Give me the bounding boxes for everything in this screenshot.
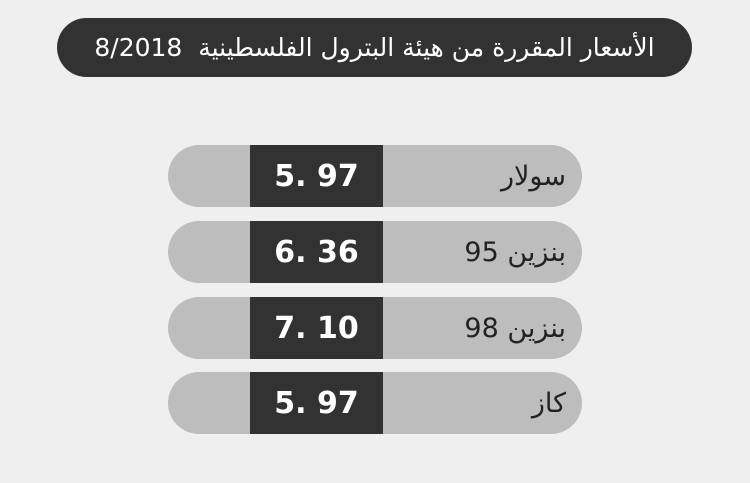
title: الأسعار المقررة من هيئة البترول الفلسطين… (57, 18, 692, 77)
price-row: 5. 97 كاز (168, 372, 582, 434)
fuel-name: بنزين 95 (464, 236, 566, 268)
price-value: 5. 97 (250, 372, 383, 434)
price-value: 6. 36 (250, 221, 383, 283)
price-row: 5. 97 سولار (168, 145, 582, 207)
price-row: 6. 36 بنزين 95 (168, 221, 582, 283)
fuel-name: بنزين 98 (464, 312, 566, 344)
price-value: 7. 10 (250, 297, 383, 359)
fuel-name: سولار (500, 160, 566, 192)
fuel-name: كاز (531, 387, 566, 419)
price-value: 5. 97 (250, 145, 383, 207)
price-row: 7. 10 بنزين 98 (168, 297, 582, 359)
